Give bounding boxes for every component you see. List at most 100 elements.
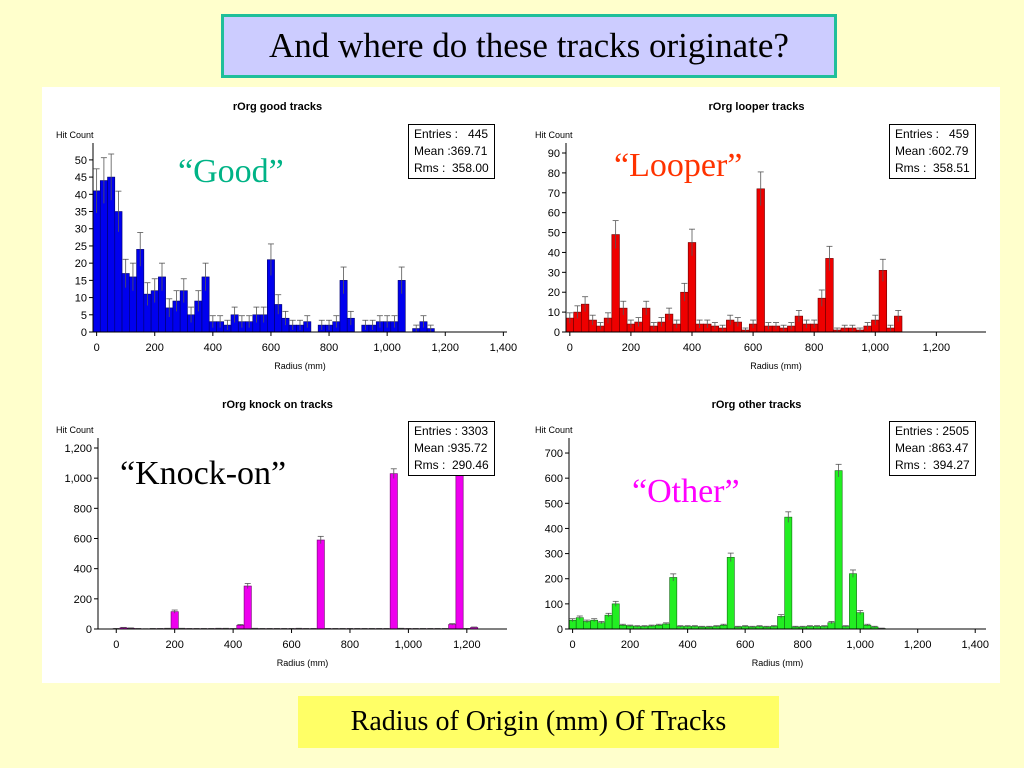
stats-box-other: Entries : 2505 Mean :863.47 Rms : 394.27 [889, 421, 976, 476]
y-tick-label: 100 [545, 599, 563, 611]
y-tick-label: 30 [548, 267, 560, 279]
x-tick-label: 400 [224, 639, 242, 651]
chart-knock-on: rOrg knock on tracks Hit Count Radius (mm)… [42, 385, 521, 683]
x-tick-label: 0 [94, 342, 100, 354]
x-tick-label: 200 [166, 639, 184, 651]
y-axis-label: Hit Count [535, 425, 573, 435]
chart-title: rOrg looper tracks [709, 101, 805, 113]
y-tick-label: 50 [548, 228, 560, 240]
y-tick-label: 600 [545, 473, 563, 485]
x-tick-label: 200 [622, 342, 640, 354]
x-tick-label: 1,400 [490, 342, 518, 354]
x-tick-label: 1,200 [923, 342, 951, 354]
footer-box: Radius of Origin (mm) Of Tracks [298, 696, 779, 748]
y-tick-label: 50 [75, 155, 87, 167]
x-tick-label: 1,000 [846, 639, 874, 651]
footer-label: Radius of Origin (mm) Of Tracks [350, 706, 727, 737]
y-tick-label: 400 [545, 523, 563, 535]
chart-title: rOrg knock on tracks [222, 399, 333, 411]
x-tick-label: 0 [570, 639, 576, 651]
histogram-bar [856, 612, 865, 630]
stats-mean: Mean :935.72 [414, 441, 488, 455]
charts-panel: rOrg good tracks Hit Count Radius (mm) 0 5 10… [42, 87, 1000, 683]
x-tick-label: 400 [683, 342, 701, 354]
histogram-bar [756, 188, 765, 333]
slide-title-box: And where do these tracks originate? [221, 14, 837, 78]
histogram-bar [170, 611, 179, 630]
y-axis-label: Hit Count [56, 425, 94, 435]
y-tick-label: 0 [81, 327, 87, 339]
y-tick-label: 1,200 [64, 443, 92, 455]
histogram-bar [777, 616, 785, 630]
y-tick-label: 40 [75, 189, 87, 201]
x-tick-label: 200 [621, 639, 639, 651]
x-tick-label: 1,000 [862, 342, 890, 354]
x-tick-label: 600 [744, 342, 762, 354]
x-tick-label: 1,000 [373, 342, 401, 354]
histogram-bar [316, 539, 325, 630]
slide-title: And where do these tracks originate? [269, 26, 789, 65]
y-axis-label: Hit Count [56, 130, 94, 140]
caption-looper: “Looper” [614, 147, 743, 184]
x-tick-label: 400 [678, 639, 696, 651]
y-tick-label: 20 [548, 287, 560, 299]
y-tick-label: 70 [548, 188, 560, 200]
y-tick-label: 200 [545, 574, 563, 586]
stats-box-good: Entries : 445 Mean :369.71 Rms : 358.00 [408, 124, 495, 179]
caption-other: “Other” [632, 473, 740, 510]
chart-title: rOrg other tracks [712, 399, 802, 411]
x-axis-label: Radius (mm) [750, 361, 802, 371]
x-tick-label: 1,200 [431, 342, 459, 354]
y-tick-label: 600 [74, 534, 92, 546]
histogram-bar [611, 234, 620, 333]
x-tick-label: 800 [805, 342, 823, 354]
stats-entries: Entries : 445 [414, 127, 489, 141]
chart-looper: rOrg looper tracks Hit Count Radius (mm) 0 1… [521, 87, 1000, 382]
histogram-bar [455, 456, 464, 630]
chart-good: rOrg good tracks Hit Count Radius (mm) 0 5 10… [42, 87, 521, 382]
y-tick-label: 35 [75, 207, 87, 219]
x-tick-label: 600 [282, 639, 300, 651]
y-tick-label: 10 [75, 293, 87, 305]
x-tick-label: 800 [793, 639, 811, 651]
stats-entries: Entries : 3303 [414, 424, 489, 438]
y-tick-label: 800 [74, 503, 92, 515]
x-axis-label: Radius (mm) [752, 658, 804, 668]
x-axis-label: Radius (mm) [274, 361, 326, 371]
x-tick-label: 200 [146, 342, 164, 354]
y-tick-label: 0 [554, 327, 560, 339]
chart-title: rOrg good tracks [233, 101, 322, 113]
stats-rms: Rms : 358.51 [895, 161, 970, 175]
stats-mean: Mean :863.47 [895, 441, 969, 455]
x-tick-label: 0 [113, 639, 119, 651]
y-tick-label: 300 [545, 549, 563, 561]
stats-rms: Rms : 358.00 [414, 161, 489, 175]
x-tick-label: 800 [320, 342, 338, 354]
stats-entries: Entries : 459 [895, 127, 970, 141]
histogram-bar [726, 557, 735, 630]
y-tick-label: 0 [557, 624, 563, 636]
y-tick-label: 25 [75, 241, 87, 253]
y-tick-label: 0 [86, 624, 92, 636]
x-tick-label: 600 [736, 639, 754, 651]
stats-box-knock-on: Entries : 3303 Mean :935.72 Rms : 290.46 [408, 421, 495, 476]
x-tick-label: 1,200 [904, 639, 932, 651]
stats-entries: Entries : 2505 [895, 424, 970, 438]
y-tick-label: 400 [74, 564, 92, 576]
y-tick-label: 500 [545, 498, 563, 510]
y-tick-label: 45 [75, 172, 87, 184]
histogram-bar [611, 603, 620, 630]
y-tick-label: 1,000 [64, 473, 92, 485]
y-tick-label: 20 [75, 258, 87, 270]
caption-good: “Good” [178, 153, 284, 190]
x-axis-label: Radius (mm) [277, 658, 329, 668]
histogram-bar [575, 617, 584, 630]
histogram-bar [669, 577, 678, 630]
histogram-bar [107, 176, 116, 333]
chart-other: rOrg other tracks Hit Count Radius (mm) 0 10… [521, 385, 1000, 683]
stats-rms: Rms : 394.27 [895, 458, 970, 472]
y-tick-label: 80 [548, 168, 560, 180]
histogram-bar [834, 470, 843, 630]
y-tick-label: 700 [545, 448, 563, 460]
stats-rms: Rms : 290.46 [414, 458, 489, 472]
